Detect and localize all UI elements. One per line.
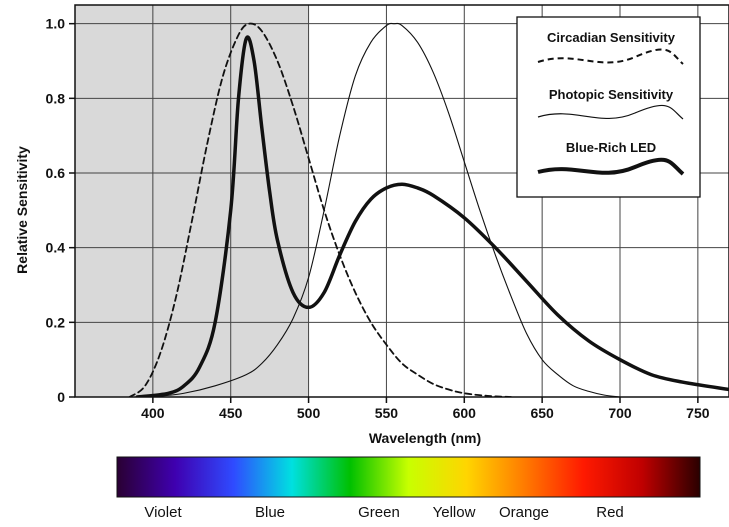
spectrum-labels: Violet Blue Green Yellow Orange Red [144, 504, 623, 521]
y-axis-title: Relative Sensitivity [14, 146, 30, 274]
spectrum-label-green: Green [358, 504, 400, 521]
y-tick-label: 0.6 [46, 165, 66, 181]
x-tick-label: 750 [686, 405, 710, 421]
y-tick-label: 0.2 [46, 314, 66, 330]
x-tick-label: 700 [608, 405, 632, 421]
y-tick-label: 0.8 [46, 90, 66, 106]
spectrum-bar [117, 457, 700, 497]
y-tick-label: 1.0 [46, 16, 66, 32]
spectrum-label-blue: Blue [255, 504, 285, 521]
x-tick-label: 500 [297, 405, 321, 421]
x-axis-ticks: 400 450 500 550 600 650 700 750 [141, 397, 710, 421]
x-tick-label: 550 [375, 405, 399, 421]
y-tick-label: 0 [57, 389, 65, 405]
x-tick-label: 650 [530, 405, 554, 421]
x-tick-label: 400 [141, 405, 165, 421]
spectrum-label-violet: Violet [144, 504, 182, 521]
legend-label-blue-rich-led: Blue-Rich LED [566, 140, 656, 155]
legend: Circadian Sensitivity Photopic Sensitivi… [517, 17, 700, 197]
x-tick-label: 600 [453, 405, 477, 421]
spectrum-label-red: Red [596, 504, 624, 521]
y-axis-ticks: 0 0.2 0.4 0.6 0.8 1.0 [46, 16, 75, 405]
y-tick-label: 0.4 [46, 240, 66, 256]
legend-label-photopic: Photopic Sensitivity [549, 87, 674, 102]
x-tick-label: 450 [219, 405, 243, 421]
legend-label-circadian: Circadian Sensitivity [547, 30, 676, 45]
x-axis-title: Wavelength (nm) [369, 430, 481, 446]
shaded-blue-region [75, 5, 309, 397]
spectrum-label-yellow: Yellow [433, 504, 476, 521]
spectrum-label-orange: Orange [499, 504, 549, 521]
